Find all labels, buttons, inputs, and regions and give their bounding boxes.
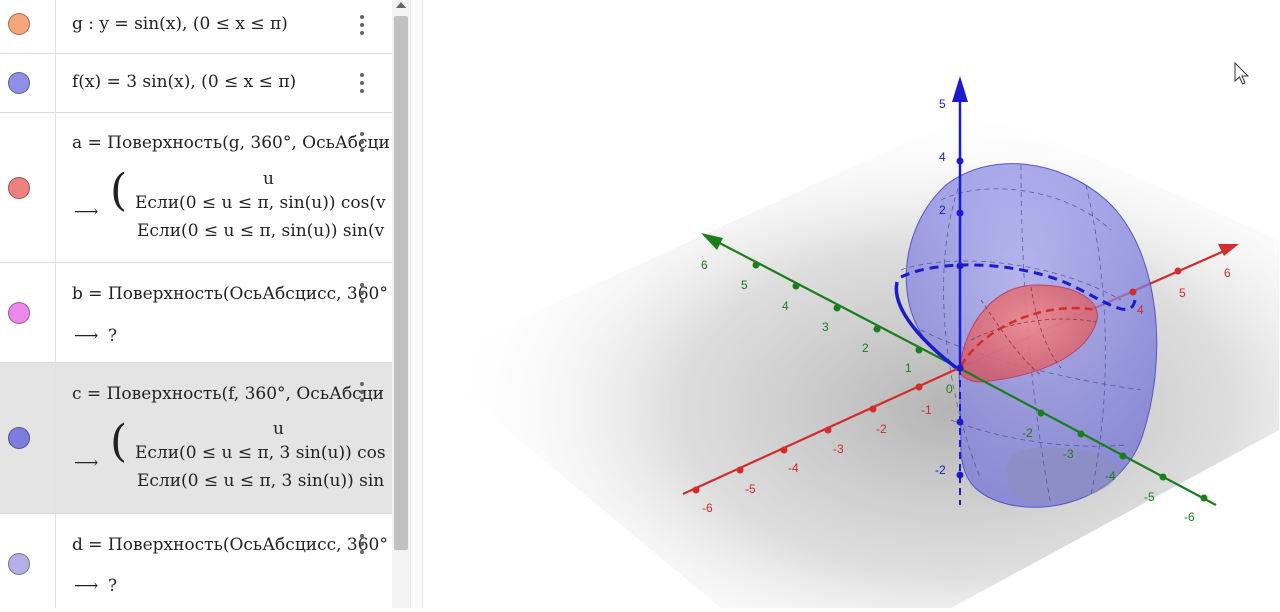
definition-a[interactable]: a = Поверхность(g, 360°, ОсьАбсци	[72, 133, 390, 153]
y-axis	[958, 367, 1217, 506]
x-axis-ticks	[692, 267, 1182, 494]
x-axis	[682, 366, 960, 496]
y-axis-back	[709, 237, 960, 369]
algebra-item-f[interactable]: f(x) = 3 sin(x), (0 ≤ x ≤ π)	[0, 54, 392, 113]
scrollbar-thumb[interactable]	[394, 16, 408, 550]
visibility-toggle-c[interactable]	[8, 427, 30, 449]
svg-text:-6: -6	[702, 501, 713, 515]
svg-text:4: 4	[939, 150, 946, 164]
visibility-toggle-g[interactable]	[8, 13, 30, 35]
algebra-item-b[interactable]: b = Поверхность(ОсьАбсцисс, 360° ⟶ ?	[0, 263, 392, 363]
surface-c-inner-shadow	[1006, 446, 1121, 503]
y-axis-ticks	[752, 261, 1208, 502]
algebra-item-d[interactable]: d = Поверхность(ОсьАбсцисс, 360° ⟶ ?	[0, 514, 392, 608]
definition-b[interactable]: b = Поверхность(ОсьАбсцисс, 360°	[72, 284, 388, 304]
vector-line-sin: Если(0 ≤ u ≤ π, sin(u)) sin(v	[137, 221, 385, 241]
svg-text:5: 5	[1179, 286, 1186, 300]
svg-text:-2: -2	[876, 422, 887, 436]
z-axis-labels: 5 4 2 -2	[935, 97, 946, 477]
graphics-3d-canvas[interactable]: -6 -5 -4 -3 -2 -1 4 5 6 6 5 4 3 2 1 -2 -…	[421, 0, 1280, 608]
visibility-marker-column	[0, 113, 56, 262]
more-menu-icon[interactable]	[355, 534, 369, 556]
output-arrow: ⟶	[74, 202, 99, 222]
definition-c[interactable]: c = Поверхность(f, 360°, ОсьАбсци	[72, 384, 384, 404]
scroll-up-arrow-icon[interactable]	[396, 2, 406, 8]
vector-bracket: (	[110, 165, 128, 216]
more-menu-icon[interactable]	[355, 73, 369, 95]
svg-text:2: 2	[862, 341, 869, 355]
vector-top-u: u	[263, 169, 274, 189]
x-axis-labels: -6 -5 -4 -3 -2 -1 4 5 6	[702, 266, 1231, 515]
curve-g-dashed	[959, 306, 1098, 367]
svg-text:1: 1	[905, 361, 912, 375]
svg-text:4: 4	[782, 299, 789, 313]
y-axis-labels: 6 5 4 3 2 1 -2 -3 -4 -5 -6	[701, 258, 1195, 524]
z-axis-arrowhead	[952, 76, 968, 102]
y-axis-arrowhead	[701, 233, 723, 250]
vector-top-u: u	[273, 419, 284, 439]
vector-line-cos: Если(0 ≤ u ≤ π, 3 sin(u)) cos	[135, 443, 386, 463]
more-menu-icon[interactable]	[355, 132, 369, 154]
svg-text:6: 6	[701, 258, 708, 272]
svg-text:-5: -5	[1144, 490, 1155, 504]
visibility-marker-column	[0, 263, 56, 362]
graphics-3d-view[interactable]: -6 -5 -4 -3 -2 -1 4 5 6 6 5 4 3 2 1 -2 -…	[421, 0, 1280, 608]
svg-text:-4: -4	[788, 461, 799, 475]
visibility-marker-column	[0, 363, 56, 513]
algebra-item-g[interactable]: g : y = sin(x), (0 ≤ x ≤ π)	[0, 0, 392, 54]
svg-text:-3: -3	[1063, 447, 1074, 461]
z-axis-ticks	[956, 157, 964, 479]
output-arrow: ⟶	[74, 326, 99, 346]
origin-point	[956, 364, 964, 372]
visibility-marker-column	[0, 514, 56, 608]
svg-text:-5: -5	[745, 482, 756, 496]
curve-f	[894, 281, 961, 372]
view-splitter[interactable]	[410, 0, 423, 608]
vector-line-sin: Если(0 ≤ u ≤ π, 3 sin(u)) sin	[137, 471, 385, 491]
visibility-marker-column	[0, 0, 56, 53]
vector-bracket: (	[110, 416, 128, 467]
origin-label: 0	[946, 382, 953, 396]
vector-line-cos: Если(0 ≤ u ≤ π, sin(u)) cos(v	[135, 193, 386, 213]
svg-text:6: 6	[1224, 266, 1231, 280]
svg-text:-6: -6	[1184, 510, 1195, 524]
output-value-b: ?	[108, 326, 118, 346]
algebra-view: g : y = sin(x), (0 ≤ x ≤ π) f(x) = 3 sin…	[0, 0, 392, 608]
more-menu-icon[interactable]	[355, 382, 369, 404]
more-menu-icon[interactable]	[355, 283, 369, 305]
output-value-d: ?	[108, 576, 118, 596]
visibility-toggle-d[interactable]	[8, 553, 30, 575]
svg-text:5: 5	[741, 278, 748, 292]
svg-text:-1: -1	[921, 403, 932, 417]
svg-text:-3: -3	[833, 442, 844, 456]
pointer-arrow-icon	[1234, 61, 1250, 85]
more-menu-icon[interactable]	[355, 15, 369, 37]
svg-text:4: 4	[1137, 303, 1144, 317]
surface-a-mesh	[970, 286, 1097, 376]
visibility-marker-column	[0, 54, 56, 112]
definition-g[interactable]: g : y = sin(x), (0 ≤ x ≤ π)	[72, 14, 288, 34]
svg-text:-4: -4	[1105, 469, 1116, 483]
svg-text:-2: -2	[1022, 426, 1033, 440]
svg-text:2: 2	[939, 203, 946, 217]
output-arrow: ⟶	[74, 453, 99, 473]
x-axis-arrowhead	[1218, 244, 1239, 256]
svg-text:5: 5	[939, 97, 946, 111]
algebra-item-c[interactable]: c = Поверхность(f, 360°, ОсьАбсци ⟶ ( u …	[0, 363, 392, 514]
definition-d[interactable]: d = Поверхность(ОсьАбсцисс, 360°	[72, 535, 388, 555]
algebra-item-a[interactable]: a = Поверхность(g, 360°, ОсьАбсци ⟶ ( u …	[0, 113, 392, 263]
curve-f-dashed	[900, 263, 1137, 311]
visibility-toggle-f[interactable]	[8, 72, 30, 94]
output-arrow: ⟶	[74, 576, 99, 596]
svg-text:-2: -2	[935, 463, 946, 477]
visibility-toggle-a[interactable]	[8, 177, 30, 199]
svg-text:3: 3	[822, 320, 829, 334]
definition-f[interactable]: f(x) = 3 sin(x), (0 ≤ x ≤ π)	[72, 72, 297, 92]
visibility-toggle-b[interactable]	[8, 302, 30, 324]
